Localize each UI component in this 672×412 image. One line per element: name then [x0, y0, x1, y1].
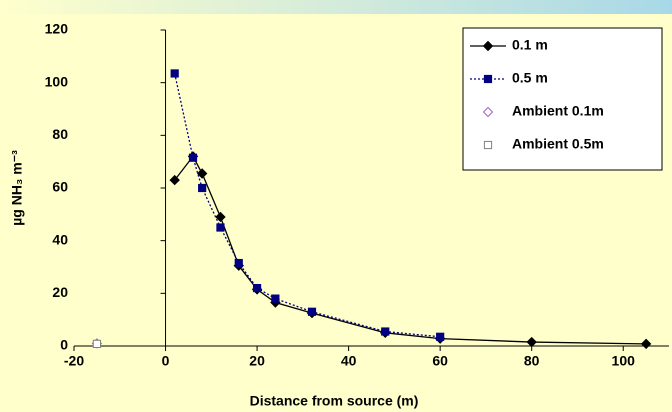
marker: [198, 183, 207, 193]
x-axis-label: Distance from source (m): [250, 393, 419, 409]
marker: [170, 69, 179, 78]
y-axis-label: µg NH₃ m⁻³: [9, 150, 25, 226]
marker: [169, 174, 180, 186]
marker: [252, 283, 262, 293]
legend-marker: [483, 74, 493, 84]
legend-label: 0.5 m: [512, 70, 548, 86]
marker: [216, 223, 225, 232]
legend-label: 0.1 m: [512, 37, 548, 53]
y-tick-label: 0: [60, 337, 68, 353]
marker: [526, 336, 537, 348]
legend-marker: [482, 106, 494, 118]
marker: [436, 332, 445, 341]
legend-marker: [482, 40, 494, 52]
marker: [640, 338, 652, 350]
marker: [307, 307, 317, 316]
legend-label: Ambient 0.1m: [512, 103, 604, 119]
y-tick-label: 20: [52, 284, 68, 300]
y-tick-label: 80: [52, 126, 68, 142]
x-tick-label: -20: [64, 353, 84, 369]
y-tick-label: 100: [45, 73, 69, 89]
marker: [381, 327, 390, 336]
marker: [196, 168, 208, 179]
series-line: [174, 73, 441, 338]
legend-box: [462, 27, 663, 171]
x-tick-label: 100: [612, 353, 636, 369]
y-tick-label: 40: [52, 231, 68, 247]
marker: [271, 294, 280, 303]
marker: [215, 211, 226, 223]
x-tick-label: 40: [341, 353, 357, 369]
legend-label: Ambient 0.5m: [512, 136, 604, 152]
x-tick-label: 20: [249, 353, 265, 369]
x-tick-label: 80: [524, 353, 540, 369]
marker: [188, 153, 198, 162]
top-band: [0, 0, 672, 14]
y-tick-label: 120: [45, 21, 69, 37]
marker: [234, 258, 243, 268]
y-tick-label: 60: [52, 179, 68, 195]
x-tick-label: 60: [432, 353, 448, 369]
legend-marker: [483, 140, 493, 150]
marker: [92, 339, 101, 348]
x-tick-label: 0: [162, 353, 170, 369]
